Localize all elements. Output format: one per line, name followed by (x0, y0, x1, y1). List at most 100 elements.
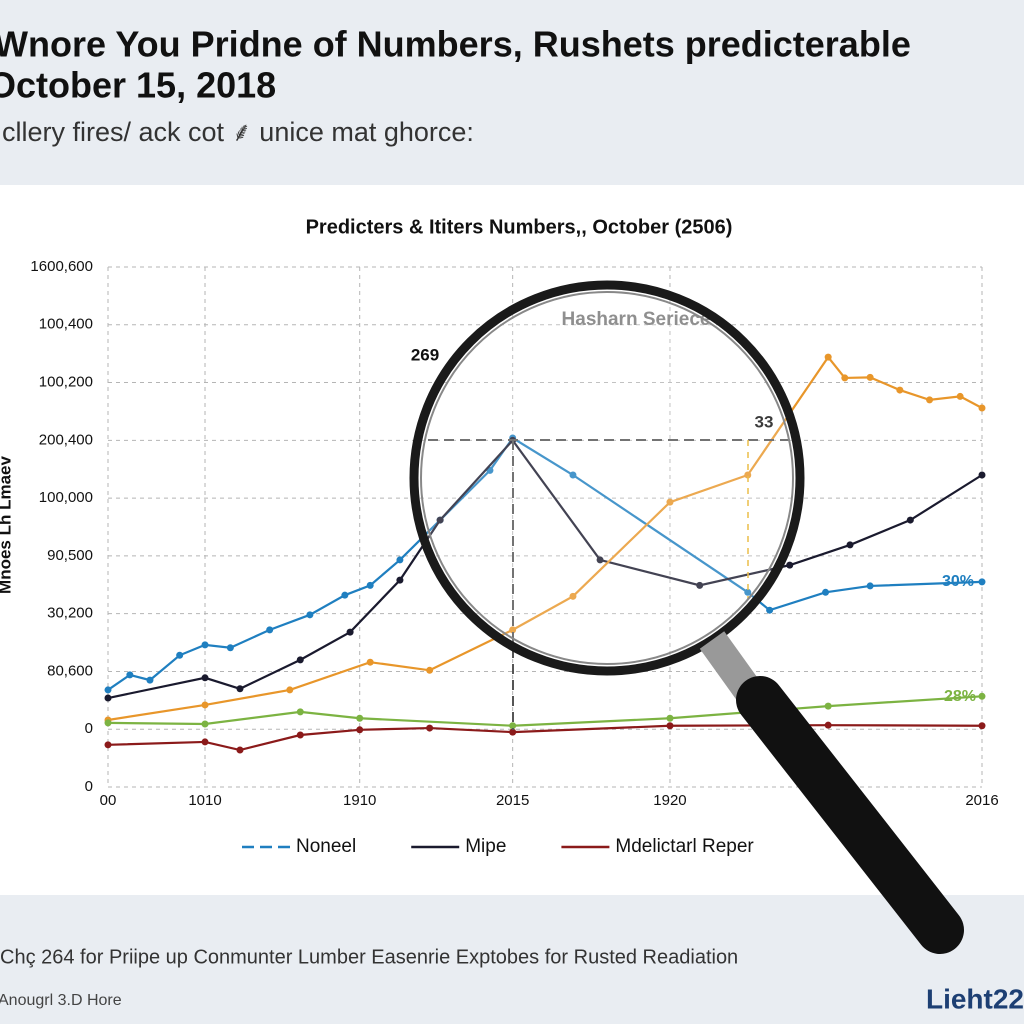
y-tick-label: 30,200 (47, 605, 93, 622)
annotation: 269 (411, 345, 439, 364)
data-point (306, 611, 314, 619)
x-tick-label: 1910 (343, 792, 376, 809)
y-tick-label: 90,500 (47, 547, 93, 564)
data-point (176, 651, 184, 659)
data-point (896, 386, 904, 394)
data-point (104, 694, 112, 702)
data-point (841, 374, 849, 382)
legend-label: Mipe (465, 836, 506, 857)
header-bg (0, 0, 1024, 185)
data-point (569, 592, 577, 600)
data-point (744, 471, 752, 479)
annotation: 33 (755, 412, 774, 431)
handle (736, 676, 964, 954)
data-point (104, 686, 112, 694)
brand: Lieht22 (926, 983, 1024, 1014)
annotation: 28% (944, 688, 976, 705)
data-point (978, 471, 986, 479)
y-tick-label: 100,200 (39, 374, 93, 391)
data-point (266, 626, 274, 634)
chart-title: Predicters & Ititers Numbers,, October (… (306, 216, 733, 238)
legend-label: Mdelictarl Reper (615, 836, 754, 857)
x-tick-label: 2015 (496, 792, 529, 809)
data-point (596, 556, 604, 564)
footer-caption: Chç 264 for Priipe up Conmunter Lumber E… (0, 946, 738, 968)
data-point (666, 714, 674, 722)
data-point (978, 404, 986, 412)
y-tick-label: 80,600 (47, 662, 93, 679)
data-point (866, 582, 874, 590)
data-point (356, 714, 364, 722)
x-tick-label: 1010 (188, 792, 221, 809)
data-point (201, 641, 209, 649)
data-point (104, 719, 112, 727)
data-point (366, 658, 374, 666)
data-point (286, 686, 294, 694)
data-point (824, 721, 832, 729)
data-point (146, 676, 154, 684)
data-point (201, 701, 209, 709)
data-point (824, 702, 832, 710)
y-tick-label: 0 (85, 720, 93, 737)
data-point (666, 722, 674, 730)
series-line (107, 695, 983, 727)
data-point (978, 578, 986, 586)
data-point (744, 588, 752, 596)
data-point (956, 392, 964, 400)
data-point (696, 581, 704, 589)
data-point (341, 591, 349, 599)
data-point (824, 353, 832, 361)
data-point (666, 498, 674, 506)
data-point (509, 728, 517, 736)
footer-note: Anougrl 3.D Hore (0, 992, 122, 1009)
data-point (126, 671, 134, 679)
y-tick-label: 100,400 (39, 316, 93, 333)
data-point (396, 576, 404, 584)
data-point (786, 561, 794, 569)
data-point (201, 738, 209, 746)
lens-rim (420, 291, 794, 665)
y-tick-label: 200,400 (39, 431, 93, 448)
data-point (766, 606, 774, 614)
lens (409, 280, 805, 676)
y-tick-label: 0 (85, 778, 93, 795)
x-tick-label: 1920 (653, 792, 686, 809)
data-point (978, 692, 986, 700)
data-point (356, 726, 364, 734)
data-point (226, 644, 234, 652)
data-point (104, 741, 112, 749)
annotation: 30% (942, 573, 974, 590)
data-point (346, 628, 354, 636)
data-point (926, 396, 934, 404)
data-point (866, 373, 874, 381)
data-point (201, 720, 209, 728)
data-point (296, 731, 304, 739)
data-point (436, 516, 444, 524)
footer-bg (0, 895, 1024, 1024)
data-point (822, 588, 830, 596)
data-point (426, 666, 434, 674)
series-line (107, 436, 983, 691)
data-point (978, 722, 986, 730)
page-title: October 15, 2018 (0, 65, 276, 106)
y-tick-label: 1600,600 (30, 258, 93, 275)
x-tick-label: 2016 (965, 792, 998, 809)
series-line (107, 724, 983, 752)
data-point (296, 656, 304, 664)
data-point (846, 541, 854, 549)
series-line (107, 438, 983, 700)
y-axis-label: Mnoes Lh Lmaev (0, 455, 14, 593)
y-tick-label: 100,000 (39, 489, 93, 506)
x-tick-label: 00 (100, 792, 117, 809)
data-point (509, 722, 517, 730)
data-point (366, 581, 374, 589)
data-point (509, 626, 517, 634)
data-point (296, 708, 304, 716)
annotation: Hasharn Seriece (562, 309, 711, 330)
series-line (107, 355, 983, 722)
legend-label: Noneel (296, 836, 356, 857)
data-point (569, 471, 577, 479)
data-point (396, 556, 404, 564)
